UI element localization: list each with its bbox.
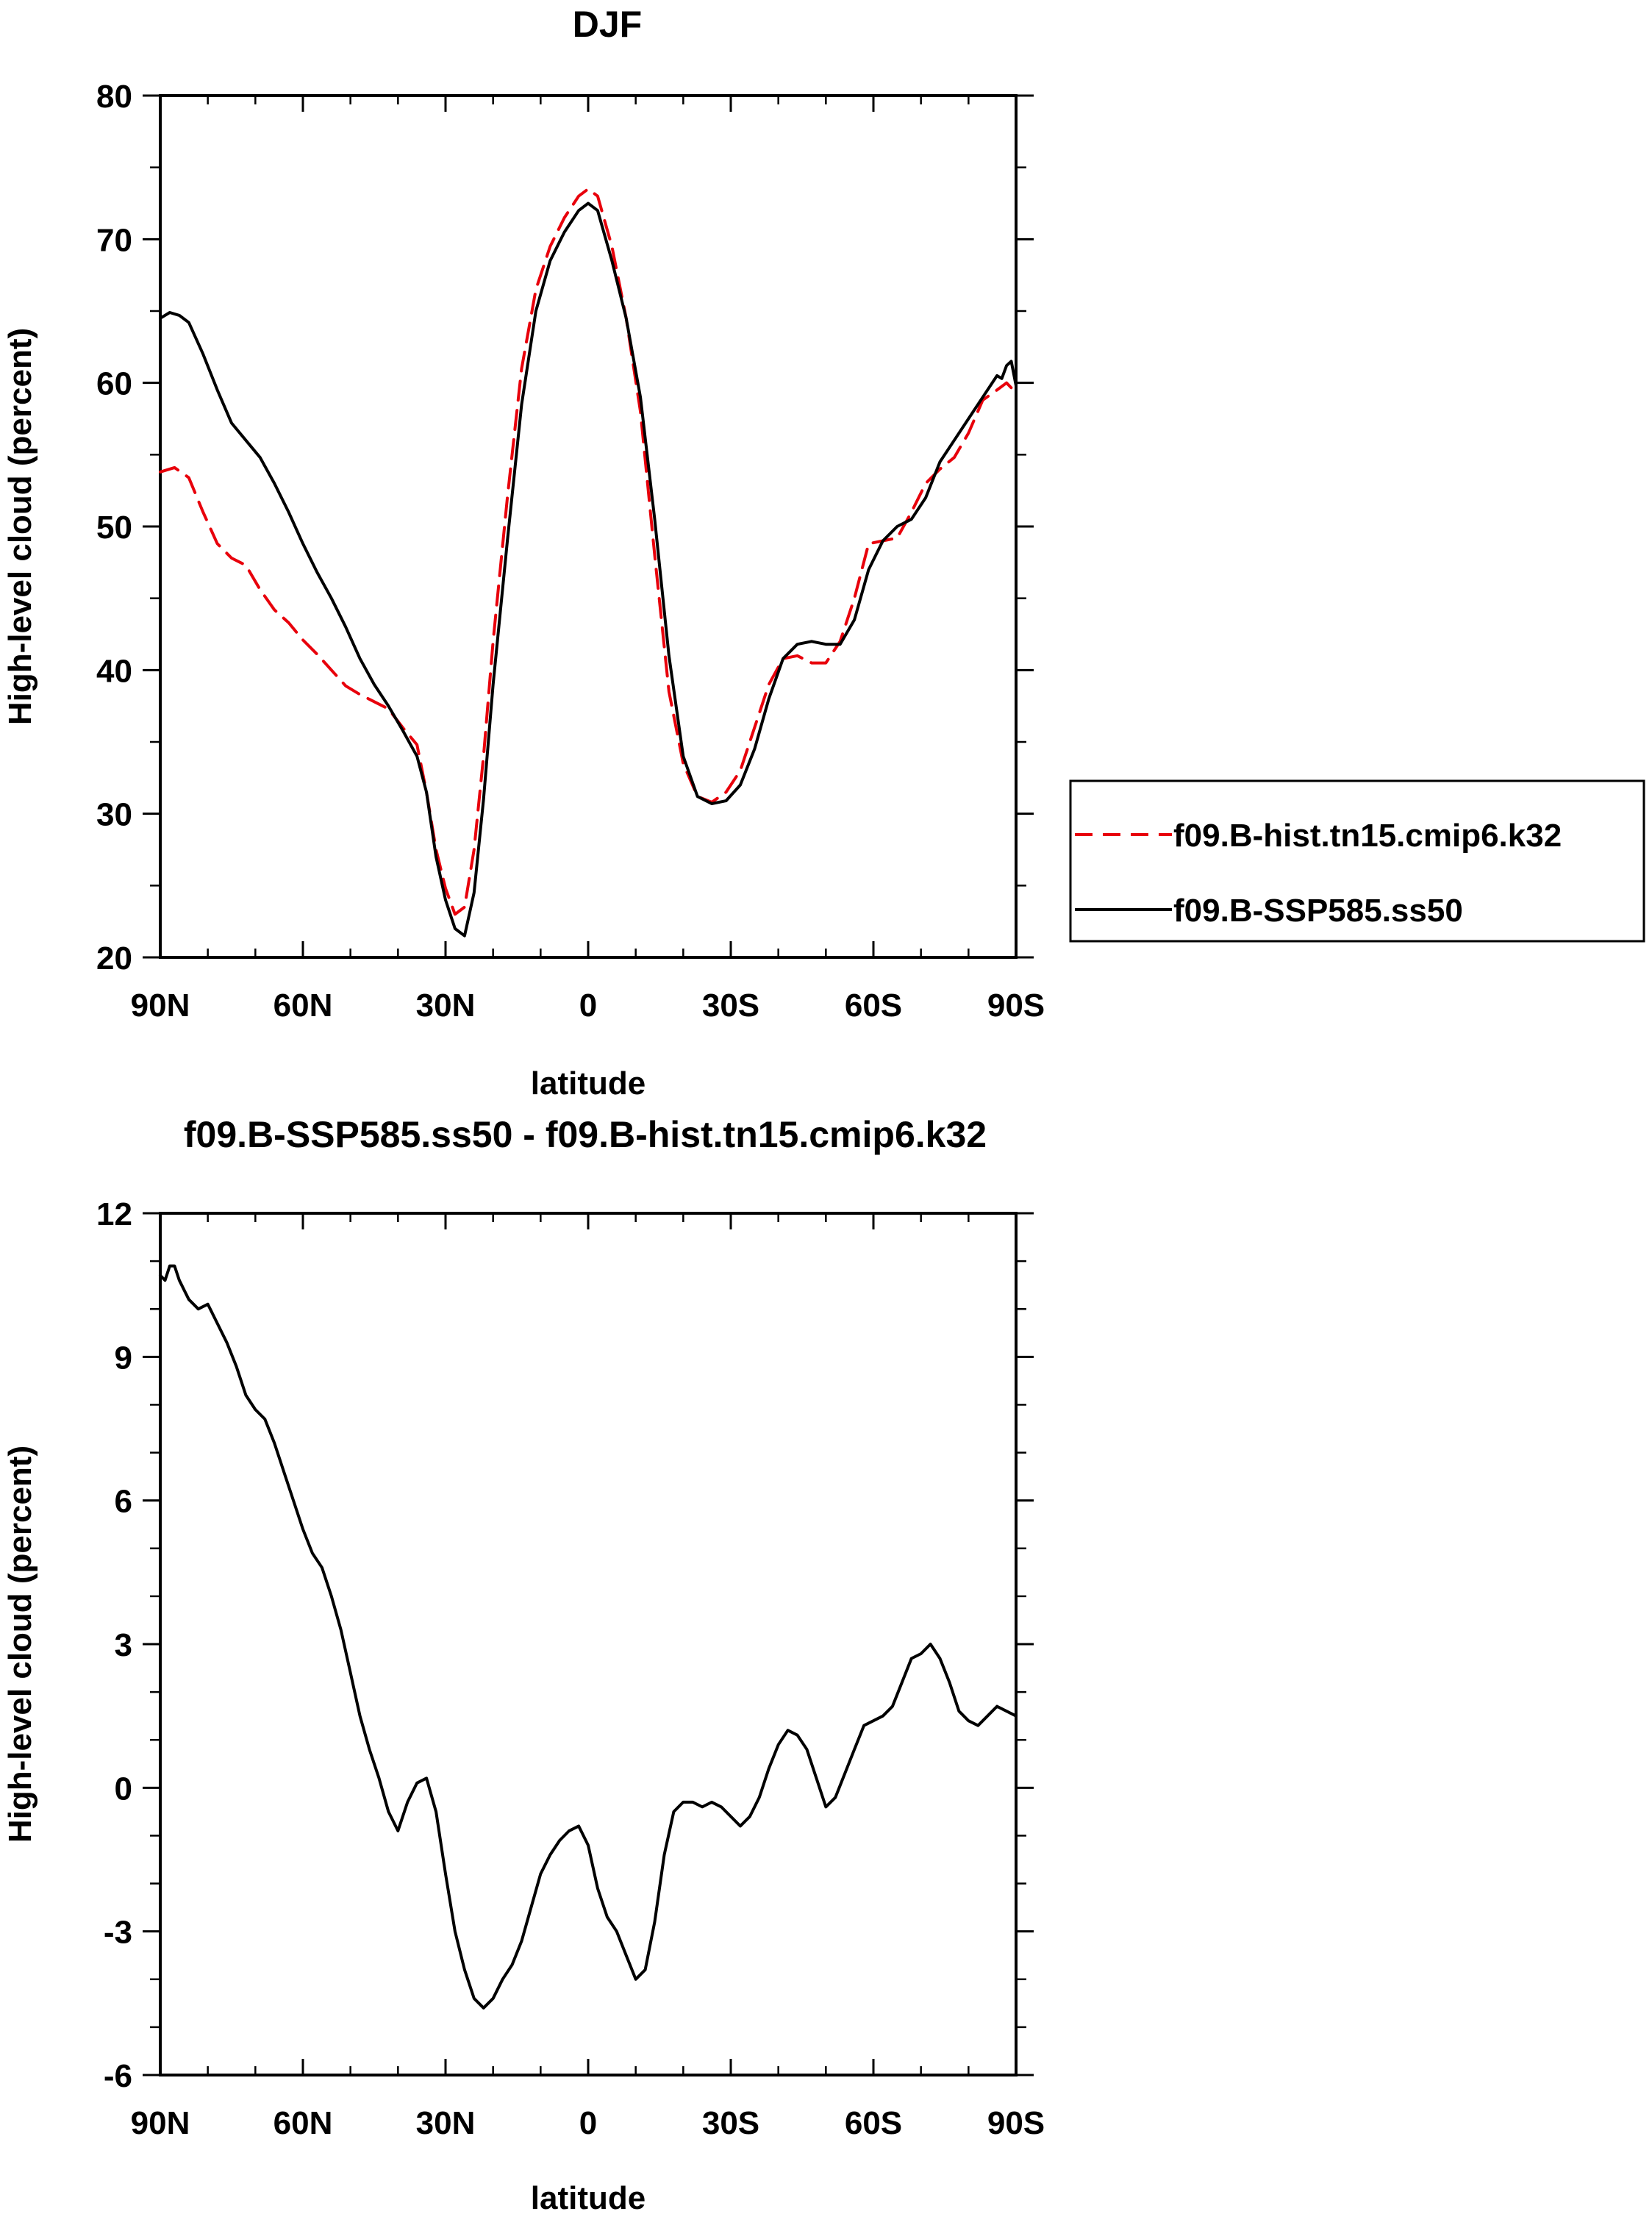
y-axis-label: High-level cloud (percent) xyxy=(2,328,38,725)
x-axis-label: latitude xyxy=(531,2180,646,2214)
x-tick-label: 30S xyxy=(702,988,759,1024)
x-tick-label: 60N xyxy=(273,988,333,1024)
y-tick-label: 30 xyxy=(96,797,132,833)
legend-box xyxy=(1069,779,1645,943)
x-tick-label: 90S xyxy=(987,988,1045,1024)
legend: f09.B-hist.tn15.cmip6.k32 f09.B-SSP585.s… xyxy=(1069,779,1645,943)
legend-label-ssp585: f09.B-SSP585.ss50 xyxy=(1173,893,1463,929)
series-line-difference xyxy=(159,1264,1018,2010)
y-tick-label: 60 xyxy=(96,366,132,402)
y-tick-label: 6 xyxy=(115,1484,132,1520)
y-axis-label: High-level cloud (percent) xyxy=(2,1446,38,1843)
y-tick-label: 50 xyxy=(96,510,132,546)
series-lines xyxy=(159,1264,1018,2010)
y-tick-label: 12 xyxy=(96,1196,132,1232)
axis-ticks: 90N 60N 30N 0 30S 60S 90S -6 -3 0 3 6 9 12 xyxy=(96,1196,1045,2141)
y-tick-label: 70 xyxy=(96,222,132,258)
x-tick-label: 90N xyxy=(131,2105,190,2141)
y-tick-label: 40 xyxy=(96,653,132,689)
x-tick-label: 0 xyxy=(579,988,597,1024)
chart-panel-difference: f09.B-SSP585.ss50 - f09.B-hist.tn15.cmip… xyxy=(2,1114,1045,2214)
y-tick-label: -6 xyxy=(104,2058,132,2094)
series-line-f09-b-ssp585-ss50 xyxy=(159,201,1018,938)
y-tick-label: 20 xyxy=(96,940,132,976)
plot-frame xyxy=(159,1212,1018,2076)
x-tick-label: 30N xyxy=(416,988,476,1024)
axis-ticks: 90N 60N 30N 0 30S 60S 90S 20 30 40 50 60 70 80 xyxy=(96,79,1045,1024)
series-line-f09-b-hist-tn15-cmip6-k32 xyxy=(159,188,1018,916)
y-tick-label: 80 xyxy=(96,79,132,115)
x-axis-label: latitude xyxy=(531,1065,646,1101)
x-tick-label: 60S xyxy=(845,2105,902,2141)
x-tick-label: 0 xyxy=(579,2105,597,2141)
legend-label-hist: f09.B-hist.tn15.cmip6.k32 xyxy=(1173,818,1562,854)
y-tick-label: 0 xyxy=(115,1771,132,1807)
x-tick-label: 90S xyxy=(987,2105,1045,2141)
x-tick-label: 60S xyxy=(845,988,902,1024)
x-tick-label: 30N xyxy=(416,2105,476,2141)
chart-title: f09.B-SSP585.ss50 - f09.B-hist.tn15.cmip… xyxy=(184,1114,987,1155)
chart-panel-djf: DJF 90N 60N 30N 0 30S 60S 90S 20 30 40 50 60 70 80 la… xyxy=(2,4,1645,1101)
y-tick-label: 3 xyxy=(115,1627,132,1663)
y-tick-label: 9 xyxy=(115,1340,132,1376)
y-tick-label: -3 xyxy=(104,1915,132,1951)
x-tick-label: 90N xyxy=(131,988,190,1024)
plot-frame xyxy=(159,94,1018,959)
chart-title: DJF xyxy=(573,4,642,45)
x-tick-label: 30S xyxy=(702,2105,759,2141)
series-lines xyxy=(159,188,1018,938)
x-tick-label: 60N xyxy=(273,2105,333,2141)
